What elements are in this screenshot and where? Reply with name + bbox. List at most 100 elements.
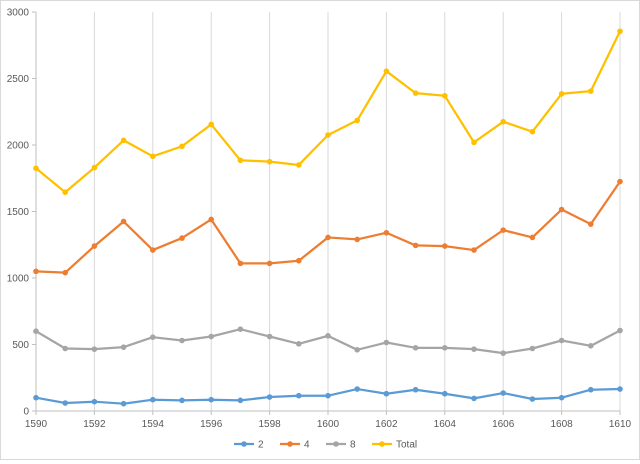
point-8-1595 (179, 337, 185, 344)
legend-label-8: 8 (350, 440, 356, 451)
point-4-1602 (383, 229, 390, 236)
point-4-1603 (412, 242, 419, 249)
point-4-1596 (208, 216, 214, 223)
x-tick-label-1596: 1596 (200, 419, 223, 430)
y-tick-label-1500: 1500 (7, 207, 30, 218)
point-total-1597 (237, 157, 244, 164)
y-tick-label-0: 0 (23, 407, 29, 418)
legend-item-4: 4 (280, 440, 310, 451)
legend-swatch-marker-4 (287, 441, 293, 447)
x-tick-label-1598: 1598 (258, 419, 281, 430)
point-4-1594 (150, 247, 156, 253)
x-tick-label-1606: 1606 (492, 419, 515, 430)
point-2-1590 (33, 394, 39, 401)
gridlines (35, 12, 621, 411)
point-total-1595 (179, 143, 185, 150)
point-4-1590 (33, 268, 39, 275)
point-2-1591 (62, 400, 68, 406)
legend-item-2: 2 (234, 440, 264, 451)
point-4-1597 (237, 260, 244, 267)
axes: 0 500 1000 1500 2000 2500 3000 1590 1592 1594 1596… (7, 8, 632, 431)
point-total-1610 (617, 28, 623, 35)
legend-item-total: Total (372, 440, 417, 451)
point-total-1590 (33, 165, 39, 172)
point-8-1591 (62, 345, 68, 352)
point-total-1606 (500, 118, 507, 125)
point-8-1610 (617, 327, 623, 334)
point-8-1601 (354, 347, 361, 353)
point-8-1594 (150, 334, 156, 340)
point-4-1599 (296, 257, 302, 264)
point-total-1602 (383, 68, 390, 74)
point-total-1601 (354, 117, 361, 124)
point-total-1608 (558, 90, 565, 97)
legend-label-total: Total (396, 440, 417, 451)
point-total-1600 (325, 132, 331, 138)
point-2-1592 (91, 398, 98, 405)
x-tick-label-1602: 1602 (375, 419, 398, 430)
point-2-1603 (412, 386, 419, 393)
point-2-1608 (558, 394, 565, 401)
point-4-1593 (120, 218, 127, 225)
point-8-1593 (120, 344, 127, 350)
point-8-1597 (237, 326, 244, 333)
legend-swatch-marker-total (379, 441, 385, 447)
point-8-1600 (325, 333, 331, 339)
point-total-1591 (62, 189, 68, 196)
y-tick-label-2500: 2500 (7, 74, 30, 85)
point-4-1609 (588, 221, 594, 227)
point-2-1596 (208, 396, 214, 403)
point-4-1606 (500, 227, 507, 233)
point-total-1598 (266, 158, 273, 165)
point-2-1604 (442, 390, 448, 397)
legend-swatch-marker-8 (333, 441, 339, 447)
point-4-1610 (617, 178, 623, 185)
point-8-1607 (529, 345, 536, 352)
point-4-1605 (471, 247, 477, 253)
point-8-1604 (442, 345, 448, 351)
point-4-1598 (266, 260, 273, 267)
legend-item-8: 8 (326, 440, 356, 451)
point-total-1603 (412, 90, 419, 96)
point-total-1592 (91, 164, 98, 171)
legend-swatch-marker-2 (241, 441, 247, 447)
y-tick-label-1000: 1000 (7, 274, 30, 285)
point-8-1603 (412, 345, 419, 351)
point-2-1602 (383, 390, 390, 397)
point-total-1604 (442, 92, 448, 99)
point-total-1594 (150, 153, 156, 160)
point-2-1600 (325, 392, 331, 399)
point-total-1599 (296, 162, 302, 168)
x-tick-label-1594: 1594 (142, 419, 165, 430)
point-2-1594 (150, 396, 156, 403)
point-8-1609 (588, 343, 594, 349)
point-8-1599 (296, 341, 302, 347)
x-tick-label-1600: 1600 (317, 419, 340, 430)
point-2-1606 (500, 390, 507, 396)
point-4-1607 (529, 234, 536, 241)
x-tick-label-1604: 1604 (434, 419, 457, 430)
point-8-1596 (208, 333, 214, 340)
y-tick-label-2000: 2000 (7, 141, 30, 152)
x-tick-label-1608: 1608 (550, 419, 573, 430)
y-tick-label-500: 500 (12, 340, 29, 351)
point-2-1599 (296, 392, 302, 399)
legend: 2 4 8 Total (234, 440, 417, 451)
point-8-1606 (500, 350, 507, 356)
point-8-1602 (383, 339, 390, 346)
point-8-1590 (33, 328, 39, 335)
point-2-1605 (471, 395, 477, 402)
point-2-1595 (179, 397, 185, 404)
y-tick-label-3000: 3000 (7, 8, 30, 19)
point-4-1591 (62, 269, 68, 276)
point-4-1592 (91, 243, 98, 249)
point-total-1609 (588, 88, 594, 94)
x-tick-label-1610: 1610 (609, 419, 632, 430)
point-8-1608 (558, 337, 565, 344)
point-2-1597 (237, 397, 244, 404)
x-tick-label-1590: 1590 (25, 419, 48, 430)
point-4-1604 (442, 243, 448, 249)
point-2-1609 (588, 386, 594, 393)
